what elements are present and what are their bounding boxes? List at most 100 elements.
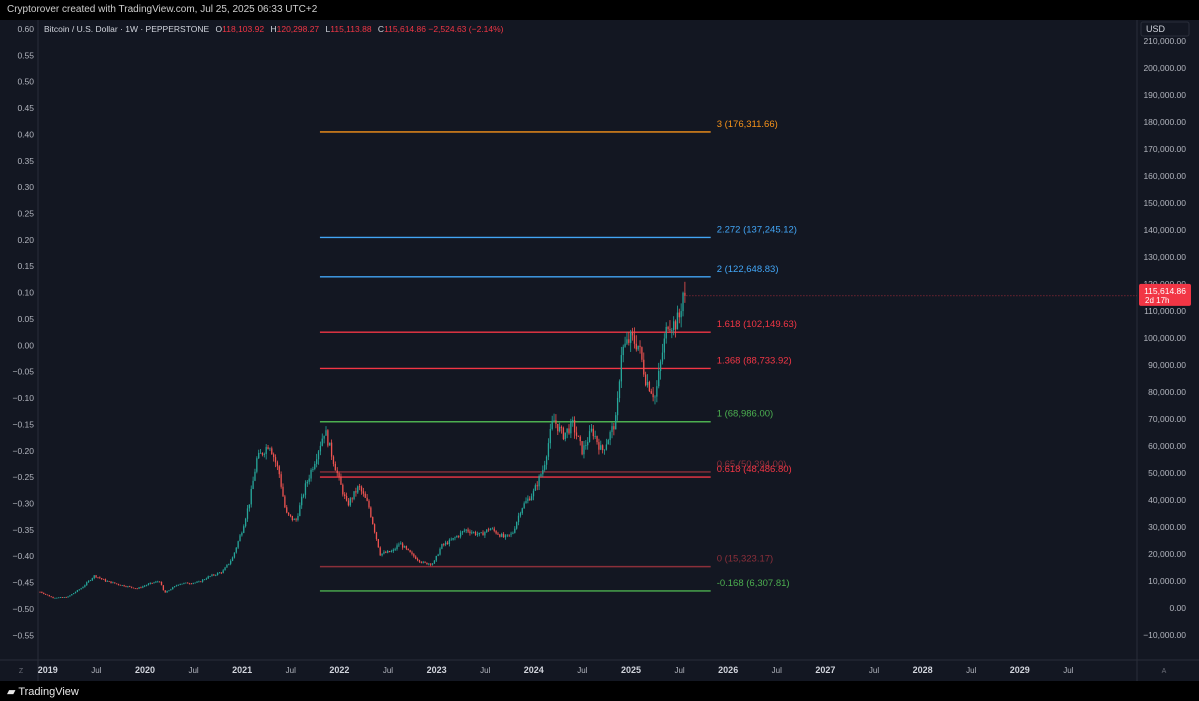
candle-body xyxy=(659,361,662,371)
ratio-tick-label: 0.35 xyxy=(17,156,34,166)
candle-body xyxy=(274,457,277,463)
candle-body xyxy=(213,574,215,576)
price-axis-panel[interactable] xyxy=(1137,20,1199,681)
candle-body xyxy=(224,567,226,571)
price-tick-label: 170,000.00 xyxy=(1143,144,1186,154)
candle-body xyxy=(235,547,237,553)
price-tick-label: 100,000.00 xyxy=(1143,333,1186,343)
time-tick-label: Jul xyxy=(772,666,782,675)
candle-body xyxy=(454,537,456,539)
candle-body xyxy=(261,452,264,455)
ratio-tick-label: 0.40 xyxy=(17,129,34,139)
price-tick-label: 150,000.00 xyxy=(1143,198,1186,208)
candle-body xyxy=(72,593,75,595)
fib-level-label: 0 (15,323.17) xyxy=(717,554,774,565)
candle-body xyxy=(684,292,686,296)
open-key: O xyxy=(215,24,223,34)
candle-body xyxy=(93,575,95,579)
candle-body xyxy=(575,432,578,436)
candle-body xyxy=(112,582,114,584)
candle-body xyxy=(516,522,518,529)
candle-body xyxy=(418,560,421,562)
candle-body xyxy=(254,471,256,481)
candle-body xyxy=(329,442,331,446)
candle-body xyxy=(269,448,271,450)
candle-body xyxy=(89,580,92,582)
candle-body xyxy=(540,474,542,477)
candle-body xyxy=(127,586,129,588)
candle-body xyxy=(125,586,127,588)
tradingview-logo[interactable]: ▰ TradingView xyxy=(7,685,79,698)
price-tick-label: 130,000.00 xyxy=(1143,252,1186,262)
candle-body xyxy=(86,582,88,586)
candle-body xyxy=(598,442,600,450)
fib-level-label: 2 (122,648.83) xyxy=(717,264,779,275)
candle-body xyxy=(97,577,99,579)
candle-body xyxy=(59,597,62,598)
candle-body xyxy=(628,339,630,343)
time-tick-label: Jul xyxy=(966,666,976,675)
candle-body xyxy=(622,346,624,356)
currency-box[interactable] xyxy=(1140,21,1190,37)
candle-body xyxy=(673,321,675,331)
candle-body xyxy=(430,563,432,565)
candle-body xyxy=(566,428,568,433)
candle-body xyxy=(510,533,512,535)
candle-body xyxy=(493,528,495,531)
ratio-tick-label: 0.00 xyxy=(17,340,34,350)
fib-level-label: 1.368 (88,733.92) xyxy=(717,355,792,366)
price-tick-label: 0.00 xyxy=(1169,603,1186,613)
candle-body xyxy=(680,311,682,318)
last-price-tag[interactable] xyxy=(1139,283,1191,306)
candle-body xyxy=(519,513,522,516)
candle-body xyxy=(314,463,316,470)
candle-body xyxy=(179,583,181,585)
candle-body xyxy=(267,447,269,450)
candle-body xyxy=(486,529,488,533)
candle-body xyxy=(353,491,355,499)
candle-body xyxy=(106,581,108,582)
candle-body xyxy=(525,500,527,504)
candle-body xyxy=(252,480,254,490)
chart-svg[interactable]: USD −10,000.00 0.00 10,000.00 20,000.00 30,00… xyxy=(0,20,1199,681)
candle-body xyxy=(461,531,464,533)
ratio-tick-label: −0.10 xyxy=(12,393,34,403)
ratio-tick-label: −0.50 xyxy=(12,604,34,614)
candle-body xyxy=(209,576,211,577)
candle-body xyxy=(360,486,363,492)
bar-countdown-label: 2d 17h xyxy=(1145,296,1169,305)
candle-body xyxy=(69,595,71,597)
candle-body xyxy=(594,436,596,437)
ratio-tick-label: 0.30 xyxy=(17,182,34,192)
chart-area[interactable]: USD −10,000.00 0.00 10,000.00 20,000.00 30,00… xyxy=(0,20,1199,681)
ratio-tick-label: −0.15 xyxy=(12,419,34,429)
candle-body xyxy=(392,549,394,552)
price-tick-label: 70,000.00 xyxy=(1148,414,1186,424)
candle-body xyxy=(286,507,288,513)
candle-body xyxy=(469,531,471,534)
candle-body xyxy=(456,535,458,538)
candle-body xyxy=(654,396,656,398)
candle-body xyxy=(308,478,310,482)
time-tick-label: 2029 xyxy=(1010,665,1030,675)
candle-body xyxy=(514,528,516,533)
candle-body xyxy=(357,486,359,493)
last-price-label: 115,614.86 xyxy=(1144,286,1186,296)
candle-body xyxy=(620,355,622,382)
price-tick-label: 50,000.00 xyxy=(1148,468,1186,478)
candle-body xyxy=(170,589,172,591)
candle-body xyxy=(172,587,174,590)
candle-body xyxy=(323,435,325,439)
time-tick-label: 2026 xyxy=(718,665,738,675)
candle-body xyxy=(263,454,265,455)
candle-body xyxy=(674,321,677,330)
candle-body xyxy=(532,490,535,497)
time-tick-label: Jul xyxy=(480,666,490,675)
price-tick-label: 40,000.00 xyxy=(1148,495,1186,505)
brand-label: TradingView xyxy=(18,686,79,698)
candle-body xyxy=(499,534,501,537)
price-tick-label: 110,000.00 xyxy=(1144,306,1186,316)
candle-body xyxy=(243,526,245,533)
time-tick-label: Jul xyxy=(1063,666,1073,675)
candle-body xyxy=(549,429,551,444)
